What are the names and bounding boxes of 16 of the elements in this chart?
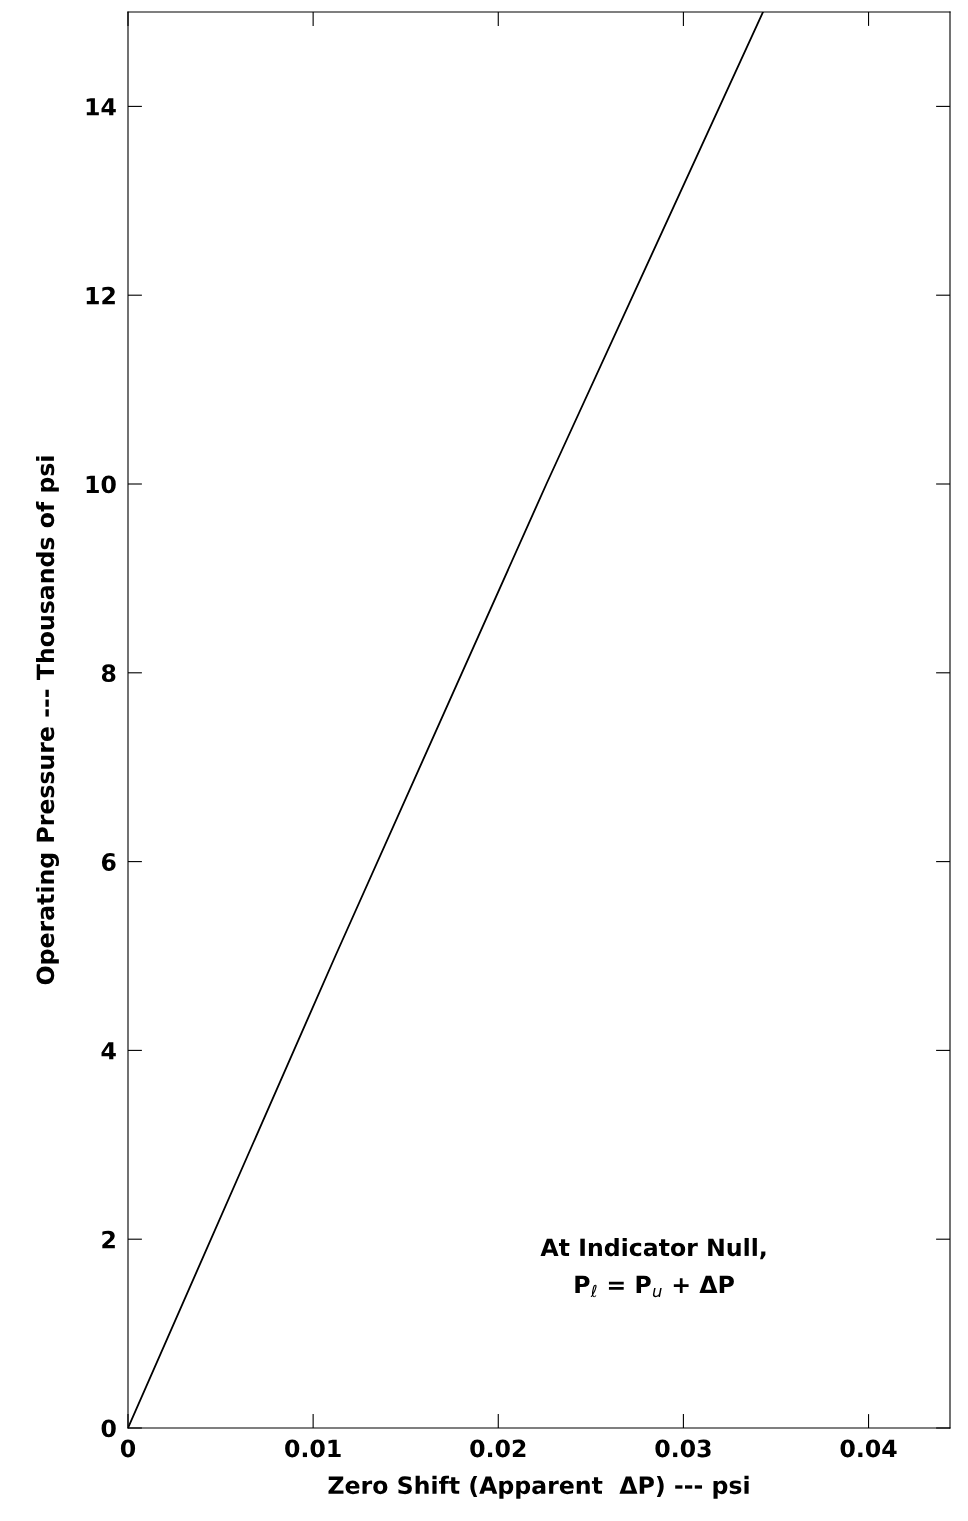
y-tick-label: 0 bbox=[101, 1419, 116, 1438]
x-tick-label: 0.04 bbox=[840, 1439, 897, 1458]
y-tick-label: 14 bbox=[86, 98, 116, 116]
y-axis-title: Operating Pressure --- Thousands of psi bbox=[36, 456, 60, 985]
y-tick-label: 6 bbox=[101, 853, 116, 871]
x-tick-label: 0.01 bbox=[285, 1439, 341, 1458]
y-tick-label: 8 bbox=[101, 664, 116, 683]
annotation: At Indicator Null, P$_{ℓ}$ = P$_{u}$ + ΔP bbox=[540, 1237, 766, 1298]
x-tick-label: 0.02 bbox=[470, 1439, 526, 1458]
y-tick-label: 2 bbox=[102, 1230, 115, 1249]
x-axis-title: Zero Shift (Apparent ΔP) --- psi bbox=[328, 1475, 749, 1499]
y-tick-label: 4 bbox=[101, 1042, 116, 1060]
x-tick-label: 0.03 bbox=[655, 1439, 711, 1458]
y-tick-label: 12 bbox=[86, 286, 115, 305]
x-tick-label: 0 bbox=[120, 1439, 136, 1458]
y-tick-label: 10 bbox=[86, 475, 116, 494]
